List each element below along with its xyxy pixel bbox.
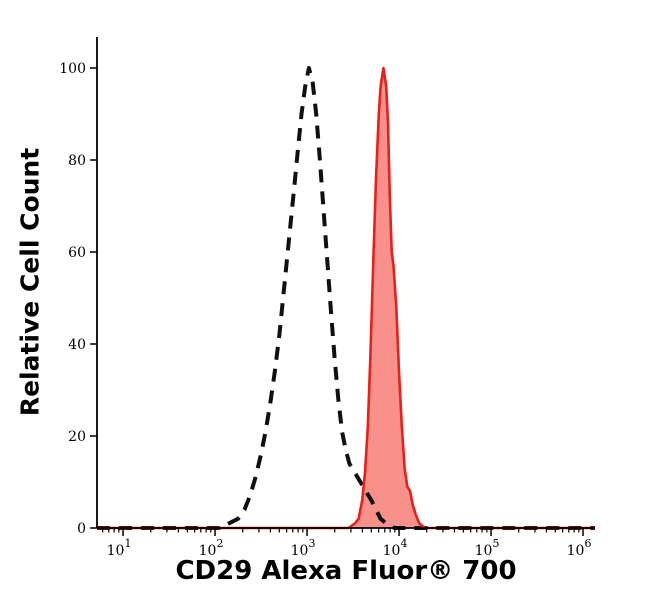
red-filled-curve-stroke	[97, 66, 595, 530]
dashed-black-curve-stroke	[97, 66, 595, 530]
y-tick-label: 100	[59, 61, 86, 77]
y-tick-label: 60	[68, 245, 86, 261]
y-tick-label: 80	[68, 153, 86, 169]
red-filled-curve-fill	[97, 68, 595, 528]
y-tick-label: 40	[68, 337, 86, 353]
y-tick-label: 0	[77, 521, 86, 537]
x-tick-label: 105	[475, 537, 500, 559]
y-tick-label: 20	[68, 429, 86, 445]
x-tick-label: 101	[107, 537, 132, 559]
x-tick-label: 102	[199, 537, 224, 559]
y-axis-title: Relative Cell Count	[15, 147, 45, 417]
x-axis-title: CD29 Alexa Fluor® 700	[175, 556, 517, 586]
x-tick-label: 104	[383, 537, 408, 559]
x-tick-label: 103	[291, 537, 316, 559]
x-tick-label: 106	[567, 537, 592, 559]
